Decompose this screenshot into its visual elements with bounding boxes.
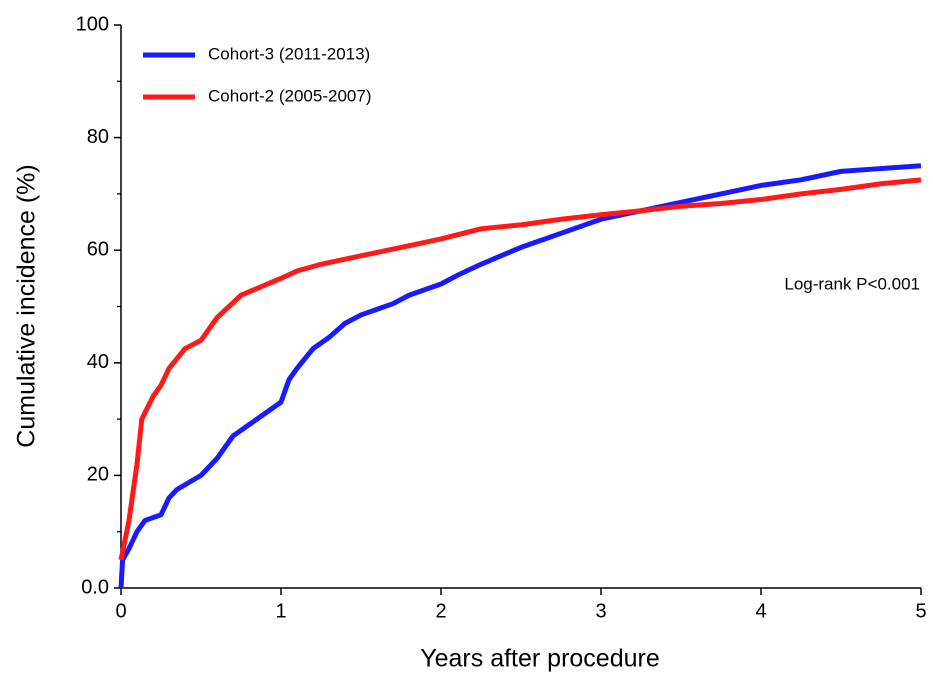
x-tick-label: 5 [915,600,926,622]
line-series [118,163,922,589]
x-tick-label: 1 [275,600,286,622]
legend-label: Cohort-2 (2005-2007) [208,86,371,105]
y-tick-label: 0.0 [81,576,109,598]
y-tick-label: 80 [87,126,109,148]
y-tick-label: 40 [87,351,109,373]
x-axis-title: Years after procedure [420,645,660,673]
y-axis-title: Cumulative incidence (%) [13,164,41,447]
y-tick-label: 20 [87,464,109,486]
y-tick-label: 60 [87,238,109,260]
line-series [118,177,922,561]
annotation: Log-rank P<0.001 [784,274,920,293]
x-tick-label: 2 [435,600,446,622]
x-tick-label: 4 [755,600,766,622]
legend-label: Cohort-3 (2011-2013) [208,44,370,63]
x-tick-label: 0 [115,600,126,622]
x-tick-label: 3 [595,600,606,622]
y-tick-label: 100 [76,13,109,35]
